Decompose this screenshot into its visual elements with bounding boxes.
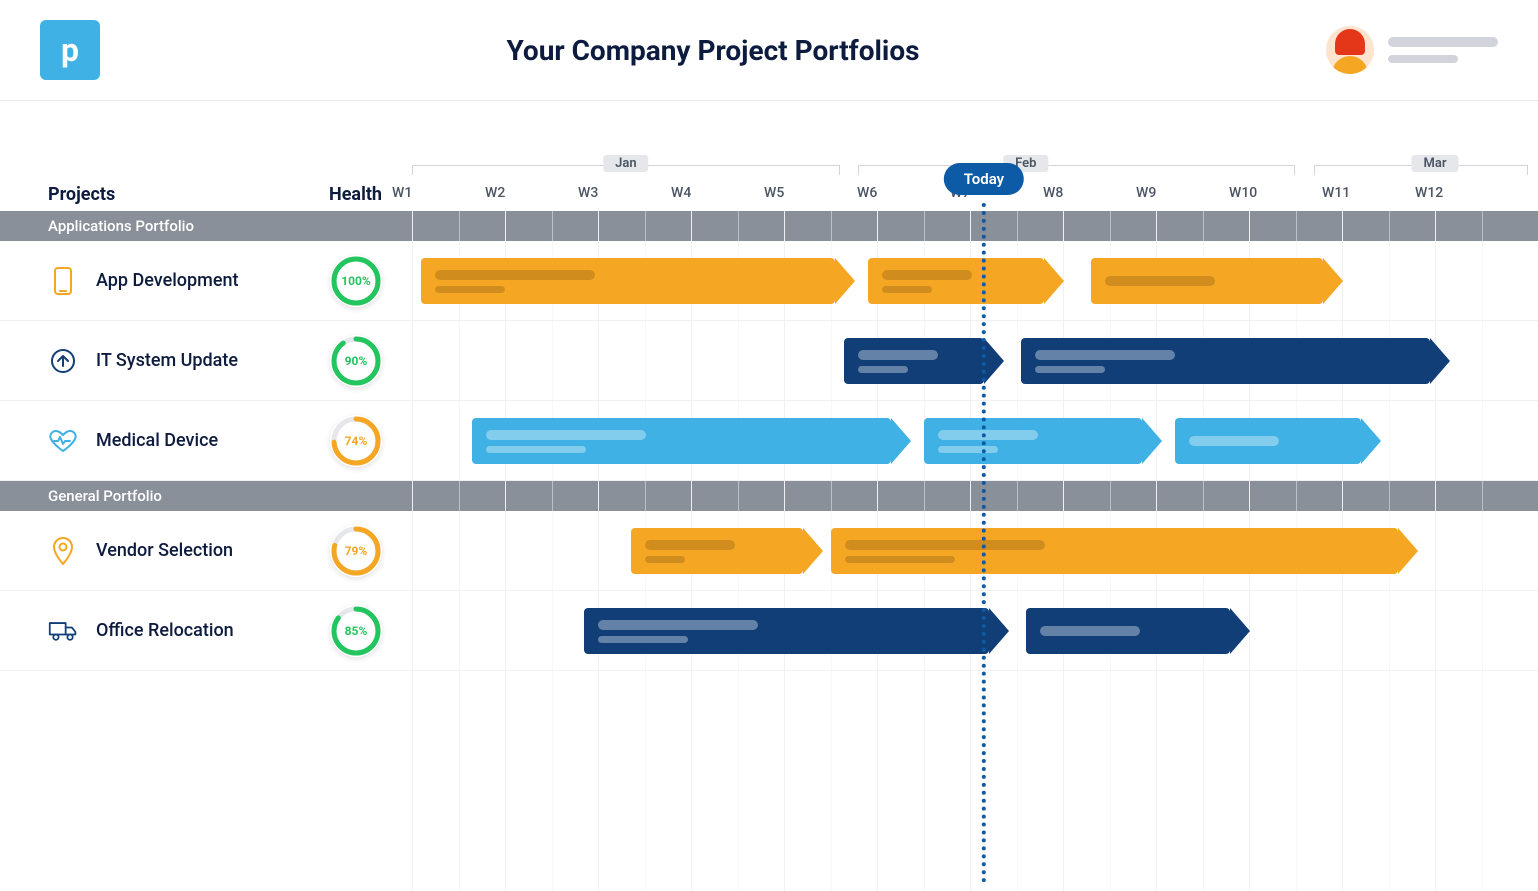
- month-label: Jan: [603, 155, 649, 172]
- project-name: Vendor Selection: [96, 540, 312, 561]
- health-ring: 90%: [330, 335, 382, 387]
- gantt-bar[interactable]: [1091, 258, 1324, 304]
- project-name: Medical Device: [96, 430, 312, 451]
- week-label: W3: [578, 185, 671, 201]
- app-logo[interactable]: p: [40, 20, 100, 80]
- column-health: Health: [329, 184, 382, 205]
- week-label: W4: [671, 185, 764, 201]
- column-projects: Projects: [48, 184, 115, 205]
- project-row[interactable]: IT System Update 90%: [0, 321, 1538, 401]
- gantt-bar[interactable]: [1026, 608, 1231, 654]
- project-name: Office Relocation: [96, 620, 312, 641]
- health-ring: 100%: [330, 255, 382, 307]
- gantt-bar[interactable]: [472, 418, 891, 464]
- project-row[interactable]: App Development 100%: [0, 241, 1538, 321]
- project-row[interactable]: Vendor Selection 79%: [0, 511, 1538, 591]
- week-label: W11: [1322, 185, 1415, 201]
- week-label: W1: [392, 185, 485, 201]
- gantt-bar[interactable]: [844, 338, 984, 384]
- week-label: W12: [1415, 185, 1508, 201]
- gantt-bar[interactable]: [631, 528, 803, 574]
- month-label: Mar: [1411, 155, 1458, 172]
- phone-icon: [48, 266, 78, 296]
- health-ring: 74%: [330, 415, 382, 467]
- gantt-bar[interactable]: [1175, 418, 1361, 464]
- section-header: General Portfolio: [0, 481, 1538, 511]
- gantt-bar[interactable]: [421, 258, 835, 304]
- project-name: IT System Update: [96, 350, 312, 371]
- week-label: W6: [857, 185, 950, 201]
- gantt-bar[interactable]: [924, 418, 1143, 464]
- health-ring: 79%: [330, 525, 382, 577]
- heartbeat-icon: [48, 426, 78, 456]
- week-label: W5: [764, 185, 857, 201]
- health-ring: 85%: [330, 605, 382, 657]
- today-marker: Today: [944, 163, 1024, 195]
- page-title: Your Company Project Portfolios: [506, 34, 919, 67]
- today-label: Today: [944, 163, 1024, 195]
- truck-icon: [48, 616, 78, 646]
- gantt-bar[interactable]: [584, 608, 989, 654]
- gantt-bar[interactable]: [868, 258, 1045, 304]
- app-header: p Your Company Project Portfolios: [0, 0, 1538, 101]
- gantt-bar[interactable]: [831, 528, 1398, 574]
- portfolio-gantt: Today Projects Health JanFebMar W1W2W3W4…: [0, 155, 1538, 671]
- location-pin-icon: [48, 536, 78, 566]
- user-menu[interactable]: [1326, 26, 1498, 74]
- project-row[interactable]: Medical Device 74%: [0, 401, 1538, 481]
- project-name: App Development: [96, 270, 312, 291]
- gantt-bar[interactable]: [1021, 338, 1430, 384]
- week-label: W2: [485, 185, 578, 201]
- section-header: Applications Portfolio: [0, 211, 1538, 241]
- arrow-up-circle-icon: [48, 346, 78, 376]
- avatar[interactable]: [1326, 26, 1374, 74]
- user-name-placeholder: [1388, 37, 1498, 63]
- week-label: W8: [1043, 185, 1136, 201]
- project-row[interactable]: Office Relocation 85%: [0, 591, 1538, 671]
- week-label: W10: [1229, 185, 1322, 201]
- week-label: W9: [1136, 185, 1229, 201]
